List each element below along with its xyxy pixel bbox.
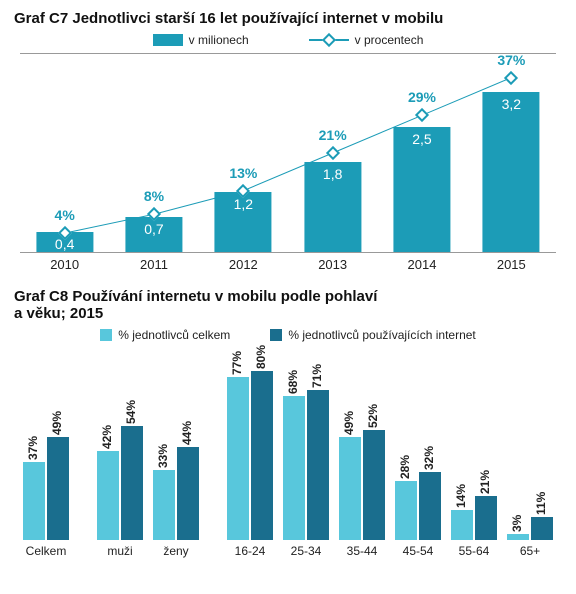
chart-c8-group: 68%71% xyxy=(278,350,334,540)
chart-c7-line-label: 29% xyxy=(408,89,436,105)
chart-c7-line-label: 8% xyxy=(144,188,164,204)
chart-c7-xlabel: 2013 xyxy=(288,257,377,272)
swatch-bar-icon xyxy=(153,34,183,46)
chart-c8-group: 77%80% xyxy=(222,350,278,540)
chart-c8-bar-label: 44% xyxy=(180,421,194,445)
chart-c8-bar-label: 52% xyxy=(366,404,380,428)
chart-c8-bar-b: 44% xyxy=(177,447,199,540)
chart-c8-bar-label: 49% xyxy=(50,411,64,435)
legend-line: v procentech xyxy=(309,33,424,47)
chart-c8-title: Graf C8 Používání internetu v mobilu pod… xyxy=(14,288,562,322)
chart-c8-bar-label: 32% xyxy=(422,446,436,470)
chart-c7-xlabel: 2015 xyxy=(467,257,556,272)
chart-c8-bar-label: 71% xyxy=(310,364,324,388)
chart-c8-bar-a: 28% xyxy=(395,481,417,540)
chart-c8-xlabel: Celkem xyxy=(18,544,74,558)
chart-c7-xlabel: 2012 xyxy=(199,257,288,272)
chart-c8-bar-label: 33% xyxy=(156,444,170,468)
chart-c7-plot: 0,40,71,21,82,53,2 4%8%13%21%29%37% xyxy=(20,53,556,253)
chart-c8-bar-b: 21% xyxy=(475,496,497,540)
chart-c8-bar-a: 42% xyxy=(97,451,119,540)
chart-c8-bar-label: 80% xyxy=(254,345,268,369)
chart-c7-legend: v milionech v procentech xyxy=(14,33,562,47)
chart-c8-bar-label: 11% xyxy=(534,491,548,514)
chart-c7-line-label: 13% xyxy=(229,165,257,181)
chart-c8-xlabel: 16-24 xyxy=(222,544,278,558)
chart-c8-group: 14%21% xyxy=(446,350,502,540)
chart-c8: Graf C8 Používání internetu v mobilu pod… xyxy=(0,278,576,564)
chart-c8-legend: % jednotlivců celkem % jednotlivců použí… xyxy=(14,328,562,342)
chart-c8-bar-label: 21% xyxy=(478,470,492,494)
chart-c8-group: 49%52% xyxy=(334,350,390,540)
chart-c8-bar-a: 49% xyxy=(339,437,361,540)
chart-c8-xlabel: 25-34 xyxy=(278,544,334,558)
chart-c7-xlabel: 2011 xyxy=(109,257,198,272)
legend-bars: v milionech xyxy=(153,33,249,47)
chart-c8-bar-b: 80% xyxy=(251,371,273,540)
legend-line-label: v procentech xyxy=(355,33,424,47)
legend-series-a-label: % jednotlivců celkem xyxy=(118,328,230,342)
chart-c8-bar-label: 77% xyxy=(230,351,244,375)
swatch-a-icon xyxy=(100,329,112,341)
legend-bars-label: v milionech xyxy=(189,33,249,47)
chart-c7: Graf C7 Jednotlivci starší 16 let použív… xyxy=(0,0,576,278)
legend-series-b-label: % jednotlivců používajících internet xyxy=(288,328,475,342)
chart-c8-bar-label: 68% xyxy=(286,370,300,394)
chart-c7-xaxis: 201020112012201320142015 xyxy=(20,257,556,272)
chart-c8-group: 33%44% xyxy=(148,350,204,540)
chart-c8-bar-label: 14% xyxy=(454,484,468,508)
chart-c8-bar-b: 52% xyxy=(363,430,385,540)
legend-series-a: % jednotlivců celkem xyxy=(100,328,230,342)
chart-c8-xlabel: 45-54 xyxy=(390,544,446,558)
chart-c8-bar-b: 32% xyxy=(419,472,441,540)
chart-c8-bar-label: 42% xyxy=(100,425,114,449)
chart-c8-xlabel: 35-44 xyxy=(334,544,390,558)
chart-c8-bar-label: 37% xyxy=(26,436,40,460)
chart-c8-group: 28%32% xyxy=(390,350,446,540)
chart-c7-line-label: 4% xyxy=(55,207,75,223)
chart-c7-xlabel: 2014 xyxy=(377,257,466,272)
chart-c8-bar-label: 49% xyxy=(342,411,356,435)
chart-c7-line-label: 37% xyxy=(497,52,525,68)
chart-c8-xlabel: 65+ xyxy=(502,544,558,558)
chart-c7-title: Graf C7 Jednotlivci starší 16 let použív… xyxy=(14,10,562,27)
swatch-b-icon xyxy=(270,329,282,341)
chart-c8-bar-a: 3% xyxy=(507,534,529,540)
chart-c8-bar-b: 54% xyxy=(121,426,143,540)
chart-c8-bar-b: 71% xyxy=(307,390,329,540)
swatch-line-icon xyxy=(309,34,349,46)
chart-c8-group: 3%11% xyxy=(502,350,558,540)
chart-c8-xaxis: Celkem mužiženy 16-2425-3435-4445-5455-646… xyxy=(14,544,562,558)
chart-c7-xlabel: 2010 xyxy=(20,257,109,272)
chart-c8-bar-b: 11% xyxy=(531,517,553,540)
chart-c7-line-label: 21% xyxy=(319,127,347,143)
chart-c8-bar-label: 3% xyxy=(510,514,524,531)
chart-c8-bar-a: 77% xyxy=(227,377,249,540)
chart-c8-bar-a: 37% xyxy=(23,462,45,540)
chart-c8-xlabel: ženy xyxy=(148,544,204,558)
chart-c8-bar-label: 28% xyxy=(398,455,412,479)
chart-c8-group: 42%54% xyxy=(92,350,148,540)
chart-c8-xlabel: muži xyxy=(92,544,148,558)
chart-c8-bar-a: 68% xyxy=(283,396,305,540)
chart-c8-bar-label: 54% xyxy=(124,400,138,424)
chart-c8-bar-a: 14% xyxy=(451,510,473,540)
chart-c8-bar-b: 49% xyxy=(47,437,69,540)
chart-c8-xlabel: 55-64 xyxy=(446,544,502,558)
chart-c7-line-layer xyxy=(20,54,556,252)
legend-series-b: % jednotlivců používajících internet xyxy=(270,328,475,342)
chart-c8-bar-a: 33% xyxy=(153,470,175,540)
chart-c8-plot: 37%49%42%54%33%44%77%80%68%71%49%52%28%3… xyxy=(14,350,562,540)
chart-c8-group: 37%49% xyxy=(18,350,74,540)
